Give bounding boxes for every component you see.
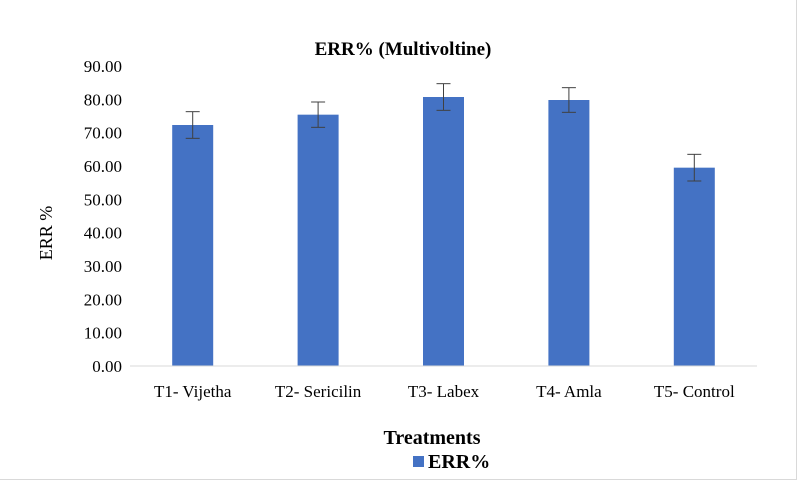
x-tick-label: T3- Labex <box>408 382 480 401</box>
x-tick-label: T5- Control <box>654 382 735 401</box>
y-tick-label: 80.00 <box>84 90 122 109</box>
chart-title: ERR% (Multivoltine) <box>315 39 492 60</box>
y-axis-ticks: 0.00 10.00 20.00 30.00 40.00 50.00 60.00 70.00 8… <box>84 57 122 376</box>
bar <box>673 167 715 366</box>
legend-swatch <box>413 456 424 467</box>
bar <box>548 100 590 366</box>
y-tick-label: 70.00 <box>84 124 122 143</box>
x-tick-label: T1- Vijetha <box>154 382 232 401</box>
error-bars <box>185 83 702 182</box>
x-tick-label: T4- Amla <box>536 382 602 401</box>
x-axis-title: Treatments <box>383 427 480 449</box>
bar <box>423 97 464 366</box>
y-tick-label: 40.00 <box>84 224 122 243</box>
y-tick-label: 90.00 <box>84 57 122 76</box>
y-tick-label: 50.00 <box>84 190 122 209</box>
x-axis-ticks: T1- Vijetha T2- Sericilin T3- Labex T4- Aml… <box>154 382 735 401</box>
bar <box>172 125 214 366</box>
legend: ERR% <box>413 451 490 473</box>
y-tick-label: 30.00 <box>84 257 122 276</box>
x-tick-label: T2- Sericilin <box>275 382 362 401</box>
legend-label: ERR% <box>428 451 490 473</box>
y-tick-label: 20.00 <box>84 290 122 309</box>
bar <box>297 114 339 367</box>
y-tick-label: 10.00 <box>84 324 122 343</box>
y-tick-label: 60.00 <box>84 157 122 176</box>
bars <box>172 97 715 367</box>
y-axis-label: ERR % <box>36 206 56 261</box>
y-tick-label: 0.00 <box>92 357 122 376</box>
